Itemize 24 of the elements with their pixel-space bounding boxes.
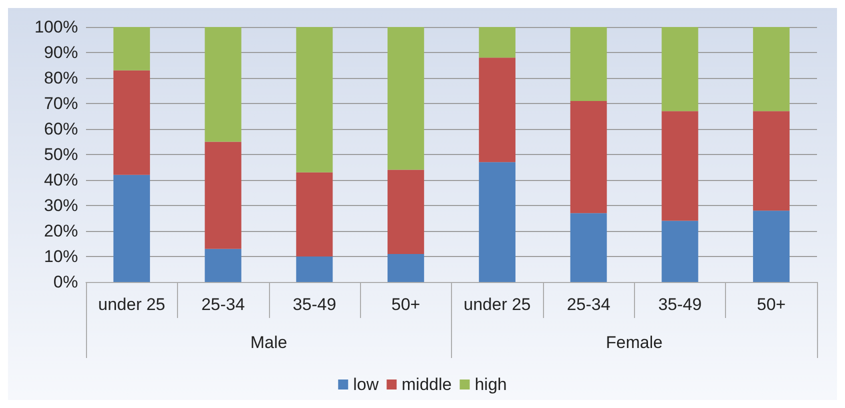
y-tick-label: 100% (34, 18, 78, 36)
x-tick-label: 25-34 (566, 295, 610, 314)
y-tick-label: 60% (44, 120, 78, 138)
x-tick-label: 50+ (391, 295, 420, 314)
y-tick-label: 90% (44, 43, 78, 62)
legend-label: high (474, 375, 507, 394)
text: Female (606, 333, 663, 352)
x-tick-label: 50+ (756, 295, 786, 314)
y-tick-label: 10% (44, 247, 78, 266)
y-tick-label: 30% (44, 196, 78, 215)
x-tick-label: 25-34 (201, 295, 245, 314)
x-tick-label: 35-49 (292, 295, 336, 314)
y-tick-label: 50% (44, 145, 78, 164)
legend-label: low (353, 375, 380, 394)
y-tick-label: 20% (44, 222, 78, 240)
text: Male (250, 333, 288, 352)
y-tick-label: 40% (44, 170, 78, 190)
y-tick-label: 70% (44, 94, 78, 113)
x-tick-label: under 25 (464, 295, 531, 314)
y-tick-label: 0% (53, 272, 78, 292)
x-tick-label: 35-49 (658, 295, 702, 314)
legend-label: middle (402, 375, 452, 394)
x-tick-label: under 25 (98, 295, 166, 314)
y-tick-label: 80% (44, 68, 78, 88)
